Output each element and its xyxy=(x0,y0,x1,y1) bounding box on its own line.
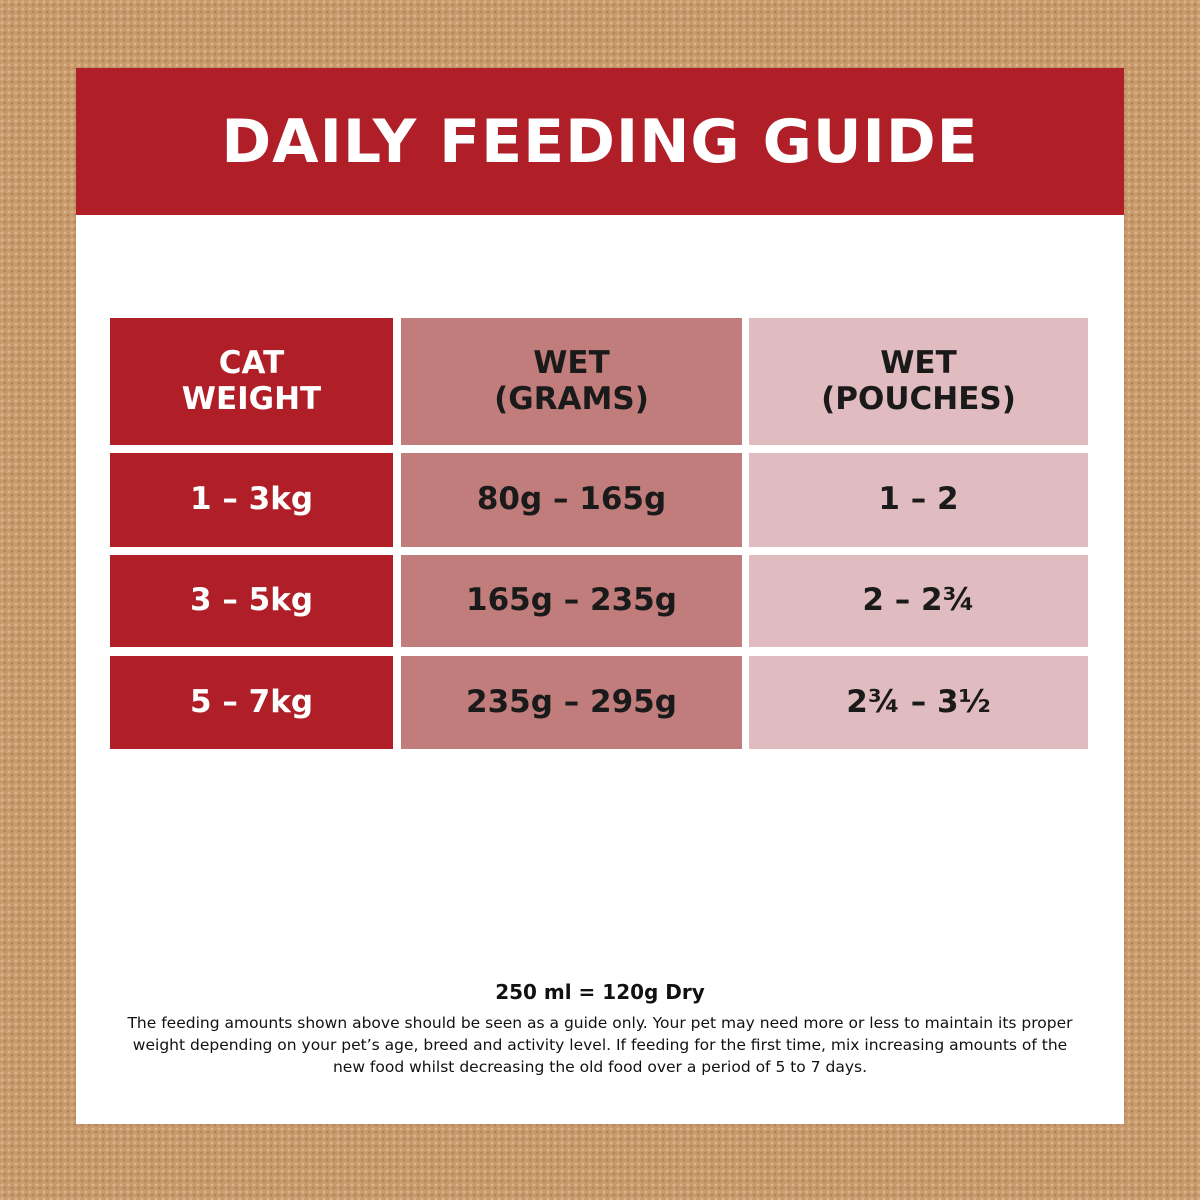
column-header: WET (GRAMS) xyxy=(401,318,742,445)
column-header: WET (POUCHES) xyxy=(749,318,1088,445)
header-line: (POUCHES) xyxy=(821,380,1016,417)
table-cell: 165g – 235g xyxy=(401,555,742,647)
table-cell: 235g – 295g xyxy=(401,656,742,749)
table-cell: 1 – 3kg xyxy=(110,453,393,547)
note-title: 250 ml = 120g Dry xyxy=(495,980,705,1004)
header-line: (GRAMS) xyxy=(494,380,649,417)
header-line: WET xyxy=(533,344,610,381)
header-line: CAT xyxy=(218,344,285,381)
table-cell: 3 – 5kg xyxy=(110,555,393,647)
table-cell: 2¾ – 3½ xyxy=(749,656,1088,749)
table-cell: 80g – 165g xyxy=(401,453,742,547)
header-line: WET xyxy=(880,344,957,381)
table-cell: 5 – 7kg xyxy=(110,656,393,749)
column-header: CAT WEIGHT xyxy=(110,318,393,445)
table-cell: 1 – 2 xyxy=(749,453,1088,547)
header-banner: DAILY FEEDING GUIDE xyxy=(76,68,1124,215)
note-body: The feeding amounts shown above should b… xyxy=(127,1014,1073,1076)
header-line: WEIGHT xyxy=(181,380,322,417)
title: DAILY FEEDING GUIDE xyxy=(221,106,979,177)
card: DAILY FEEDING GUIDE CAT WEIGHT WET (GRAMS) W… xyxy=(76,68,1124,1124)
table-cell: 2 – 2¾ xyxy=(749,555,1088,647)
